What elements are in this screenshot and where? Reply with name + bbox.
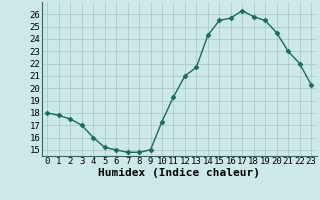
X-axis label: Humidex (Indice chaleur): Humidex (Indice chaleur) <box>98 168 260 178</box>
